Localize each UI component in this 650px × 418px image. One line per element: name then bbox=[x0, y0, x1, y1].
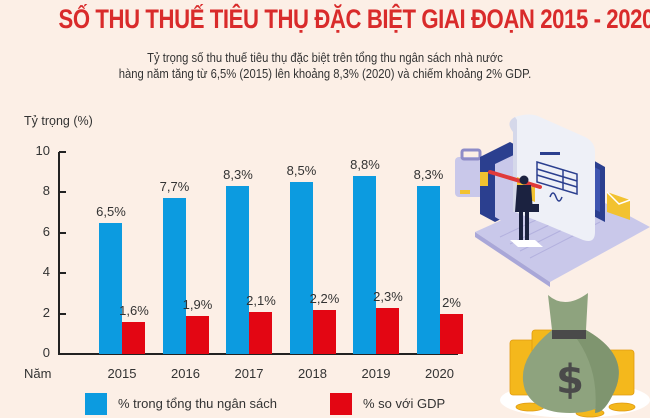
bar-budget bbox=[416, 186, 440, 354]
subtitle-line-1: Tỷ trọng số thu thuế tiêu thụ đặc biệt t… bbox=[147, 51, 503, 65]
laptop-document-illustration bbox=[455, 114, 650, 287]
legend-label-budget: % trong tổng thu ngân sách bbox=[118, 396, 278, 411]
legend-label-gdp: % so với GDP bbox=[363, 396, 446, 411]
y-axis-label: Tỷ trọng (%) bbox=[24, 114, 93, 128]
value-label: 2% bbox=[442, 294, 461, 310]
y-tick bbox=[59, 353, 66, 355]
value-label: 2,1% bbox=[246, 292, 276, 308]
y-tick-label: 2 bbox=[42, 304, 50, 320]
bar-gdp bbox=[439, 313, 463, 354]
bar-budget bbox=[226, 186, 249, 354]
x-tick-label: 2018 bbox=[298, 366, 327, 381]
bar-gdp bbox=[376, 307, 399, 354]
bar-budget bbox=[99, 222, 122, 354]
x-tick-label: 2019 bbox=[361, 366, 391, 381]
legend-swatch-gdp bbox=[330, 393, 352, 415]
bar-budget bbox=[162, 198, 186, 354]
value-label: 1,9% bbox=[182, 296, 213, 312]
bar-budget bbox=[353, 176, 376, 354]
legend-swatch-budget bbox=[85, 393, 107, 415]
value-label: 8,3% bbox=[413, 167, 444, 183]
chart-subtitle: Tỷ trọng số thu thuế tiêu thụ đặc biệt t… bbox=[33, 50, 618, 82]
x-tick-label: 2015 bbox=[107, 366, 137, 381]
x-tick-label: 2020 bbox=[425, 366, 454, 381]
y-tick-label: 6 bbox=[42, 223, 50, 239]
svg-text:$: $ bbox=[556, 357, 584, 403]
y-tick bbox=[59, 272, 66, 275]
money-bag-illustration: $ bbox=[500, 293, 650, 418]
value-label: 8,5% bbox=[286, 163, 317, 179]
value-label: 7,7% bbox=[159, 179, 190, 195]
y-tick bbox=[59, 312, 66, 315]
subtitle-line-2: hàng năm tăng từ 6,5% (2015) lên khoảng … bbox=[118, 67, 532, 81]
chart-title: SỐ THU THUẾ TIÊU THỤ ĐẶC BIỆT GIAI ĐOẠN … bbox=[58, 4, 650, 34]
y-axis bbox=[58, 152, 60, 354]
x-tick-label: 2017 bbox=[234, 366, 264, 381]
bar-gdp bbox=[122, 321, 145, 354]
y-tick bbox=[59, 231, 66, 234]
y-tick-label: 10 bbox=[35, 143, 50, 158]
x-axis bbox=[58, 353, 458, 355]
bar-gdp bbox=[185, 315, 209, 354]
y-tick-label: 8 bbox=[42, 183, 50, 199]
x-axis-label: Năm bbox=[24, 366, 52, 381]
y-tick-label: 0 bbox=[42, 345, 50, 360]
value-label: 8,3% bbox=[223, 167, 253, 183]
x-tick-label: 2016 bbox=[171, 366, 200, 381]
value-label: 8,8% bbox=[350, 157, 380, 173]
value-label: 1,6% bbox=[119, 302, 149, 318]
y-tick bbox=[59, 191, 66, 194]
bar-gdp bbox=[312, 309, 336, 354]
y-tick-label: 4 bbox=[42, 264, 50, 280]
value-label: 2,3% bbox=[373, 288, 403, 304]
bar-gdp bbox=[249, 311, 272, 354]
y-tick bbox=[59, 151, 66, 153]
bar-budget bbox=[289, 182, 313, 354]
value-label: 2,2% bbox=[309, 290, 340, 306]
value-label: 6,5% bbox=[96, 203, 126, 219]
